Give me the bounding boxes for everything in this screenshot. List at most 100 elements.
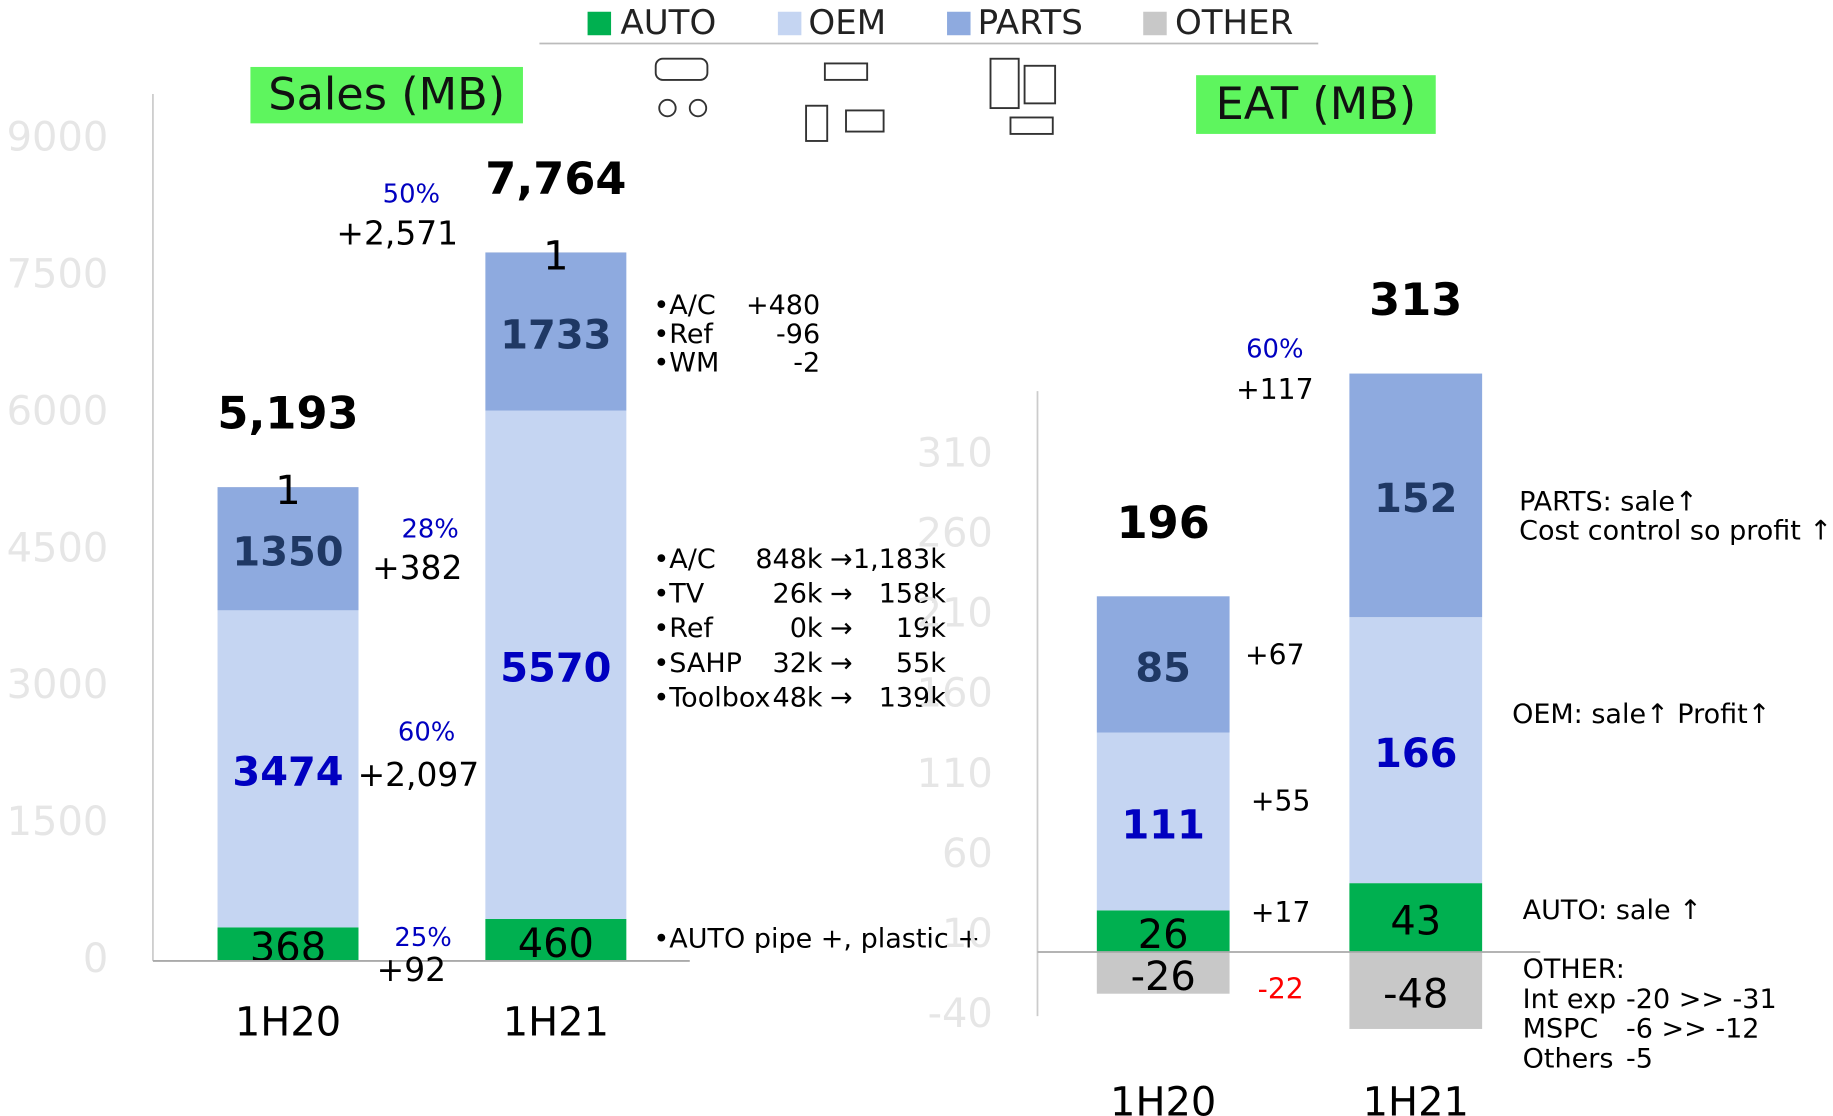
note: AUTO: sale ↑ <box>1523 895 1702 926</box>
note: 848k <box>755 544 823 575</box>
note: •A/C <box>653 544 715 575</box>
note: 26k <box>773 579 823 610</box>
y-tick-label: 10 <box>942 911 993 957</box>
note: 0k <box>790 613 823 644</box>
data-label: 460 <box>518 921 594 967</box>
bar-segment <box>1096 952 1230 994</box>
total-label: 7,764 <box>485 153 626 205</box>
note: MSPC <box>1523 1014 1599 1045</box>
note: 19k <box>896 613 946 644</box>
chart-title: EAT (MB) <box>1216 78 1417 130</box>
y-tick-label: 0 <box>83 936 108 982</box>
note: 139k <box>879 682 947 713</box>
note: → <box>830 648 853 679</box>
annotation: +382 <box>372 548 462 587</box>
note: •SAHP <box>653 648 742 679</box>
bar-segment <box>217 487 359 611</box>
data-label: 26 <box>1138 912 1189 958</box>
note: OEM: sale↑ Profit↑ <box>1512 699 1770 730</box>
total-label: 196 <box>1117 497 1210 549</box>
bar-segment <box>1096 596 1230 733</box>
note: -5 <box>1626 1044 1653 1075</box>
legend-label: AUTO <box>620 3 716 43</box>
data-label: 1 <box>275 468 300 514</box>
icon-moto <box>658 98 677 118</box>
data-label: 152 <box>1374 476 1457 522</box>
total-label: 5,193 <box>217 388 358 440</box>
bar-segment <box>1349 952 1483 1029</box>
note: 48k <box>773 682 823 713</box>
data-label: 5570 <box>500 646 611 692</box>
y-tick-label: 9000 <box>7 115 109 161</box>
note: -2 <box>793 348 820 379</box>
data-label: 43 <box>1390 898 1441 944</box>
icon-car <box>654 57 709 81</box>
note: Others <box>1523 1044 1614 1075</box>
icon-fridge <box>989 57 1020 110</box>
note: •Toolbox <box>653 682 770 713</box>
data-label: 85 <box>1135 645 1191 691</box>
annotation: +117 <box>1236 373 1313 406</box>
legend-swatch <box>1143 11 1167 36</box>
note: •WM <box>653 348 719 379</box>
data-label: 1733 <box>500 312 611 358</box>
bar-segment <box>1349 617 1483 884</box>
data-label: 368 <box>250 925 326 971</box>
annotation: +17 <box>1251 896 1311 929</box>
annotation: +92 <box>377 950 446 989</box>
annotation: -22 <box>1258 972 1304 1005</box>
y-tick-label: 1500 <box>7 799 109 845</box>
x-tick-label: 1H20 <box>1110 1079 1216 1116</box>
icon-ac <box>823 62 869 81</box>
bar-segment <box>1349 373 1483 618</box>
annotation: +67 <box>1245 639 1305 672</box>
note: → <box>830 613 853 644</box>
y-tick-label: 6000 <box>7 388 109 434</box>
title-box <box>250 66 523 124</box>
legend-label: OTHER <box>1175 3 1293 43</box>
note: 55k <box>896 648 946 679</box>
bar-segment <box>217 610 359 928</box>
note: +480 <box>746 290 820 321</box>
note: •Ref <box>653 613 714 644</box>
legend-swatch <box>777 11 802 36</box>
annotation: +2,097 <box>358 755 480 794</box>
data-label: 166 <box>1374 731 1457 777</box>
note: •Ref <box>653 319 714 350</box>
annotation: +55 <box>1251 784 1311 817</box>
annotation: 28% <box>401 514 458 544</box>
title-box <box>1196 75 1436 134</box>
legend-swatch <box>587 11 612 36</box>
bar-segment <box>1349 883 1483 953</box>
x-tick-label: 1H21 <box>503 999 609 1045</box>
y-tick-label: 210 <box>917 591 993 637</box>
annotation: +2,571 <box>336 213 458 252</box>
note: •A/C <box>653 290 715 321</box>
note: 32k <box>773 648 823 679</box>
note: PARTS: sale↑ <box>1519 486 1697 517</box>
note: → <box>830 544 853 575</box>
y-tick-label: 3000 <box>7 662 109 708</box>
note: Cost control so profit ↑ <box>1519 516 1832 547</box>
y-tick-label: 310 <box>917 430 993 476</box>
note: 1,183k <box>853 544 946 575</box>
legend-label: OEM <box>808 3 886 43</box>
annotation: 60% <box>398 718 455 748</box>
annotation: 50% <box>383 180 440 210</box>
icon-heater <box>845 109 885 133</box>
icons <box>654 57 1057 142</box>
y-tick-label: -40 <box>928 991 993 1037</box>
y-tick-label: 60 <box>942 831 993 877</box>
icon-ac <box>1009 116 1054 135</box>
legend-swatch <box>947 11 971 36</box>
note: •TV <box>653 579 704 610</box>
data-label: -48 <box>1383 971 1448 1017</box>
data-label: -26 <box>1131 954 1196 1000</box>
annotation: 25% <box>394 923 451 953</box>
x-tick-label: 1H20 <box>235 999 341 1045</box>
y-tick-label: 160 <box>917 671 993 717</box>
y-tick-label: 4500 <box>7 525 109 571</box>
x-tick-label: 1H21 <box>1363 1079 1469 1116</box>
note: •AUTO pipe +, plastic + <box>653 923 980 954</box>
bar-segment <box>1096 910 1230 953</box>
